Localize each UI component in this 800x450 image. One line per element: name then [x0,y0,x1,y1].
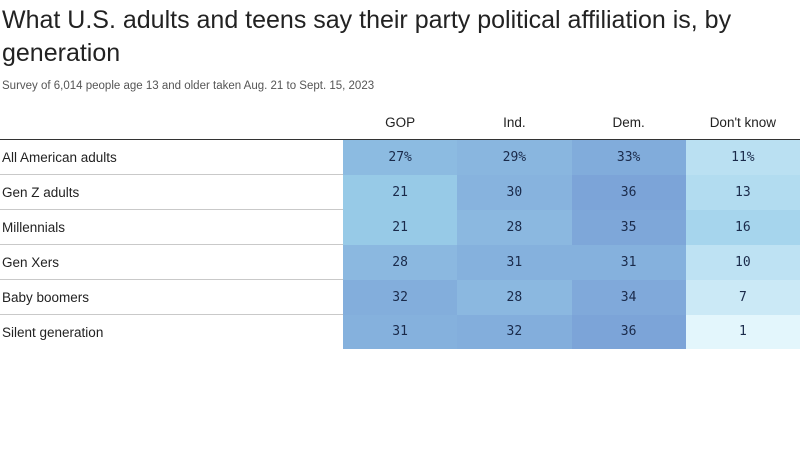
row-label: Gen Xers [0,244,343,280]
heat-cell: 16 [685,209,800,245]
heat-cell: 28 [457,209,572,245]
table-row: Gen Z adults 21 30 36 13 [0,174,800,210]
column-header-ind: Ind. [457,106,572,140]
heat-cell: 31 [343,314,458,349]
heat-cell: 21 [343,174,458,210]
heat-cell: 32 [457,314,572,349]
row-label: Silent generation [2,324,104,340]
corner-cell [0,106,343,140]
chart-subtitle: Survey of 6,014 people age 13 and older … [2,80,375,92]
table-row: Gen Xers 28 31 31 10 [0,244,800,280]
heat-cell: 28 [343,244,458,280]
heat-cell: 34 [571,279,686,315]
heat-cell: 31 [457,244,572,280]
column-header-dont-know: Don't know [685,106,800,140]
heat-cell: 27% [343,139,458,175]
heat-cell: 35 [571,209,686,245]
table-row: All American adults 27% 29% 33% 11% [0,139,800,175]
heat-cell: 11% [685,139,800,175]
heat-cell: 7 [685,279,800,315]
heat-cell: 32 [343,279,458,315]
heat-cell: 36 [571,314,686,349]
heat-cell: 31 [571,244,686,280]
heat-cell: 10 [685,244,800,280]
heat-cell: 33% [571,139,686,175]
heat-cell: 21 [343,209,458,245]
row-label: All American adults [0,139,343,175]
column-header-gop: GOP [343,106,458,140]
heat-cell: 13 [685,174,800,210]
table-row: Baby boomers 32 28 34 7 [0,279,800,315]
heat-cell: 29% [457,139,572,175]
header-row: GOP Ind. Dem. Don't know [0,106,800,140]
table-row: Silent generation 31 32 36 1 [0,314,800,349]
column-header-dem: Dem. [571,106,686,140]
row-label: Millennials [0,209,343,245]
row-label: Gen Z adults [0,174,343,210]
row-label: Baby boomers [0,279,343,315]
heat-cell: 28 [457,279,572,315]
table-row: Millennials 21 28 35 16 [0,209,800,245]
heat-cell: 36 [571,174,686,210]
heatmap-table: GOP Ind. Dem. Don't know All American ad… [0,106,800,349]
chart-title: What U.S. adults and teens say their par… [2,6,732,67]
heat-cell: 1 [685,314,800,349]
heat-cell: 30 [457,174,572,210]
